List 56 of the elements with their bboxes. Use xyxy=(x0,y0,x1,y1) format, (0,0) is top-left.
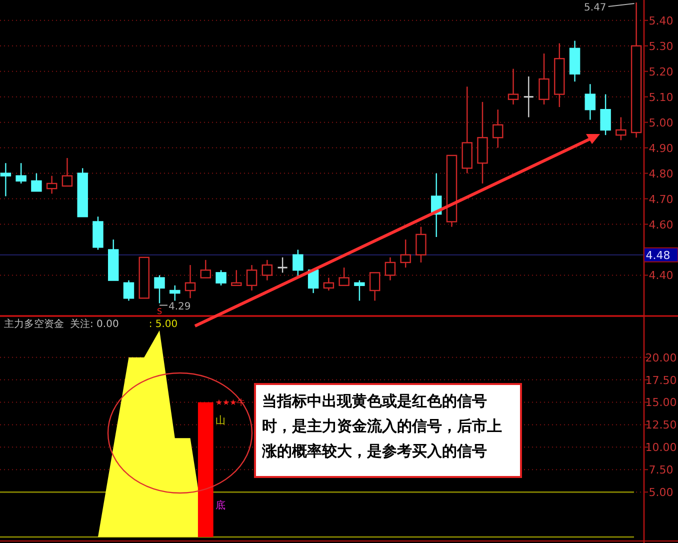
candlestick xyxy=(338,266,350,286)
y-tick-label: 5.10 xyxy=(648,90,674,104)
y-tick-label: 5.00 xyxy=(648,486,674,500)
candlestick xyxy=(123,280,134,302)
candlestick xyxy=(200,259,212,278)
candlestick xyxy=(600,94,611,136)
annotation: : 5.00 xyxy=(148,319,178,330)
candlestick xyxy=(170,284,180,302)
candlestick xyxy=(16,162,26,184)
y-tick-label: 4.90 xyxy=(648,142,674,155)
ref-line-label: 4.48 xyxy=(646,248,670,262)
annotation: 底 xyxy=(215,499,226,512)
candlestick xyxy=(584,83,596,120)
annotation: 4.29 xyxy=(168,301,191,312)
candlestick xyxy=(369,272,380,302)
candlestick xyxy=(538,52,550,106)
candlestick xyxy=(384,256,396,281)
candlestick xyxy=(492,108,504,148)
y-tick-label: 4.40 xyxy=(648,269,674,282)
candlestick xyxy=(0,162,12,197)
candlestick xyxy=(354,280,365,302)
candlestick xyxy=(277,256,288,274)
chart-title: 主力多空资金 xyxy=(4,318,64,330)
annotation: 5.47 xyxy=(584,2,606,14)
y-tick-label: 7.50 xyxy=(648,464,674,477)
y-tick-label: 5.00 xyxy=(648,116,674,130)
y-tick-label: 12.50 xyxy=(645,418,677,432)
candlestick xyxy=(292,249,304,278)
annotation: 山 xyxy=(215,414,226,426)
y-tick-label: 15.00 xyxy=(645,396,677,410)
y-tick-label: 10.00 xyxy=(645,441,677,454)
y-tick-label: 20.00 xyxy=(645,351,677,364)
y-tick-label: 4.70 xyxy=(648,192,674,206)
candlestick xyxy=(216,270,226,286)
candlestick xyxy=(231,270,242,286)
y-tick-label: 17.50 xyxy=(645,374,677,387)
y-tick-label: 4.80 xyxy=(648,167,674,180)
candlestick xyxy=(46,175,58,194)
y-tick-label: 4.60 xyxy=(648,218,674,232)
candlestick xyxy=(416,226,426,264)
annotation: S xyxy=(156,307,162,316)
y-tick-label: 5.30 xyxy=(648,40,674,53)
candlestick xyxy=(616,116,626,141)
candlestick xyxy=(400,238,411,268)
annotation: 关注: 0.00 xyxy=(70,318,119,330)
candlestick xyxy=(508,68,519,106)
candlestick xyxy=(323,277,334,292)
candlestick xyxy=(31,172,42,192)
candlestick xyxy=(246,264,258,292)
candlestick xyxy=(262,259,273,281)
candlestick xyxy=(184,264,196,299)
annotation: 当指标中出现黄色或是红色的信号时，是主力资金流入的信号，后市上涨的概率较大，是参考买入的信号 xyxy=(254,383,522,478)
y-tick-label: 5.40 xyxy=(648,14,674,28)
candlestick xyxy=(62,157,73,187)
candlestick xyxy=(523,76,534,118)
y-tick-label: 5.20 xyxy=(648,65,674,78)
